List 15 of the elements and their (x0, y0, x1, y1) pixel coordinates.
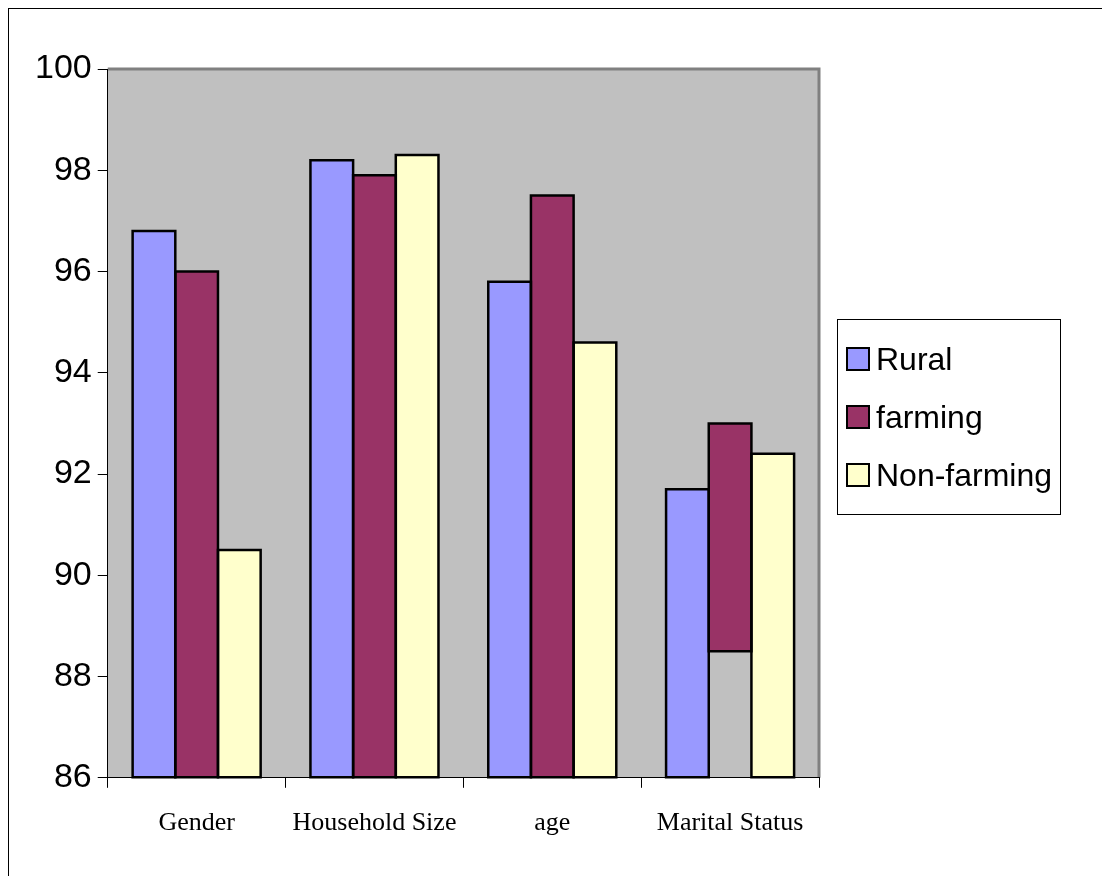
y-tick-label: 88 (53, 654, 92, 693)
y-tick-label: 90 (53, 553, 92, 592)
x-tick-label: age (534, 807, 571, 837)
x-tick-label: Gender (158, 807, 236, 837)
x-tick-label: Household Size (292, 807, 457, 837)
y-tick-label: 94 (53, 351, 92, 390)
legend-label: Non-farming (876, 456, 1053, 495)
legend-label: farming (876, 398, 983, 437)
y-tick-label: 100 (34, 47, 92, 86)
y-tick-label: 92 (53, 452, 92, 491)
y-tick-label: 96 (53, 249, 92, 288)
y-tick-label: 86 (53, 756, 92, 795)
legend-label: Rural (876, 340, 953, 379)
x-tick-label: Marital Status (656, 807, 804, 837)
y-tick-label: 98 (53, 148, 92, 187)
